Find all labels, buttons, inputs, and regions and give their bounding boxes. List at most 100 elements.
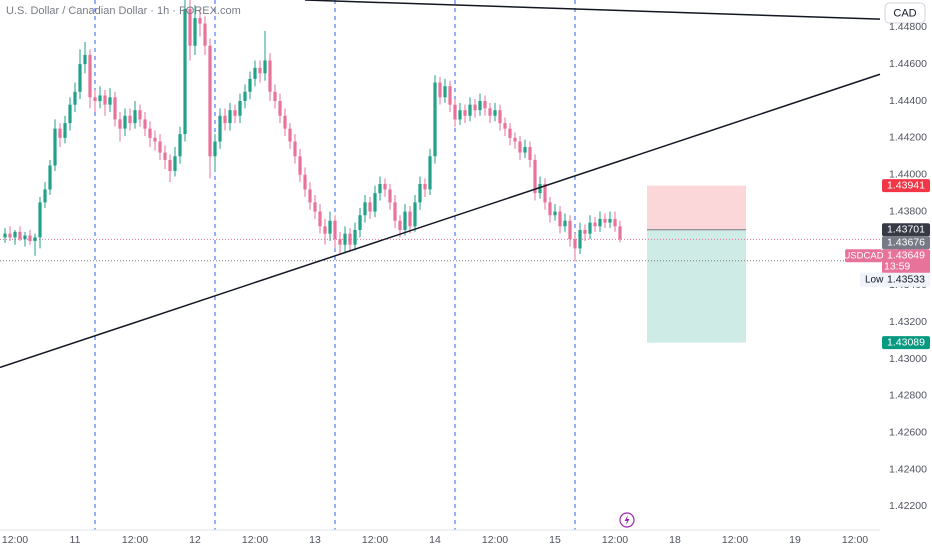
candle-body	[458, 110, 462, 120]
y-tick-label: 1.42400	[889, 463, 927, 475]
currency-button[interactable]	[884, 2, 926, 24]
candle-body	[108, 97, 112, 105]
candle-body	[223, 115, 227, 124]
x-tick-label: 12:00	[602, 534, 628, 546]
candle-body	[63, 123, 67, 138]
stop-zone	[647, 185, 746, 230]
candle-body	[178, 134, 182, 157]
candle-body	[518, 141, 522, 153]
candle-body	[33, 237, 37, 242]
candle-body	[373, 193, 377, 212]
candle-body	[43, 189, 47, 203]
candle-body	[313, 202, 317, 212]
candle-body	[443, 86, 447, 98]
candle-body	[603, 218, 607, 223]
candle-body	[123, 115, 127, 129]
candle-body	[173, 156, 177, 172]
candle-body	[353, 229, 357, 245]
symbol-box	[845, 249, 882, 263]
y-tick-label: 1.44800	[889, 21, 927, 33]
low-value: 1.43533	[887, 274, 925, 286]
candle-body	[493, 110, 497, 116]
candle-body	[93, 97, 97, 101]
x-tick-label: 18	[669, 534, 681, 546]
x-tick-label: 12	[189, 534, 201, 546]
x-tick-label: 12:00	[242, 534, 268, 546]
candle-body	[588, 222, 592, 234]
low-label: Low	[865, 274, 884, 285]
x-tick-label: 12:00	[842, 534, 868, 546]
x-tick-label: 14	[429, 534, 441, 546]
candle-body	[333, 220, 337, 240]
candle-body	[608, 218, 612, 223]
candle-body	[398, 220, 402, 230]
candle-body	[318, 211, 322, 227]
x-tick-label: 12:00	[722, 534, 748, 546]
candle-body	[348, 233, 352, 245]
candle-body	[413, 202, 417, 227]
low-label-box	[860, 272, 930, 287]
target-price: 1.43089	[887, 336, 925, 348]
currency-button-label[interactable]: CAD	[893, 7, 916, 19]
target-zone	[647, 229, 746, 343]
x-tick-label: 12:00	[482, 534, 508, 546]
candle-body	[208, 45, 212, 157]
candle-body	[78, 64, 82, 92]
candle-body	[503, 123, 507, 129]
candle-body	[368, 202, 372, 212]
candle-body	[498, 110, 502, 124]
symbol-label: USDCAD	[843, 250, 883, 261]
current-price: 1.43649	[887, 250, 925, 262]
candle-body	[118, 119, 122, 129]
candle-body	[153, 137, 157, 142]
y-tick-label: 1.43000	[889, 353, 927, 365]
candle-body	[578, 229, 582, 249]
candle-body	[593, 222, 597, 227]
x-tick-label: 12:00	[362, 534, 388, 546]
candle-body	[388, 189, 392, 203]
candle-body	[263, 60, 267, 74]
candle-body	[613, 218, 617, 227]
trend-line	[304, 0, 881, 20]
candle-body	[248, 78, 252, 92]
candle-body	[243, 91, 247, 101]
candle-body	[83, 54, 87, 65]
x-tick-label: 12:00	[122, 534, 148, 546]
price-label: 1.43701	[887, 224, 925, 236]
candle-body	[583, 229, 587, 234]
candle-body	[468, 104, 472, 116]
plot-area	[0, 0, 881, 530]
candle-body	[328, 220, 332, 234]
candle-body	[158, 141, 162, 153]
candle-body	[193, 18, 197, 46]
candle-body	[58, 128, 62, 138]
candle-body	[253, 67, 257, 79]
y-tick-label: 1.44400	[889, 95, 927, 107]
candle-body	[308, 189, 312, 203]
candle-body	[533, 159, 537, 194]
candle-body	[573, 239, 577, 249]
y-tick-label: 1.42600	[889, 426, 927, 438]
candle-body	[453, 104, 457, 120]
candle-body	[418, 183, 422, 203]
y-tick-label: 1.42200	[889, 500, 927, 512]
candle-body	[423, 183, 427, 190]
candle-body	[563, 220, 567, 227]
candle-body	[48, 165, 52, 190]
candle-body	[428, 156, 432, 190]
candle-body	[218, 115, 222, 142]
x-tick-label: 12:00	[2, 534, 28, 546]
candle-body	[363, 202, 367, 216]
candle-body	[543, 183, 547, 203]
x-tick-label: 19	[789, 534, 801, 546]
replay-icon[interactable]	[619, 512, 635, 528]
candle-body	[233, 110, 237, 116]
candle-body	[133, 110, 137, 124]
candle-body	[28, 235, 32, 242]
candle-body	[448, 86, 452, 105]
candle-body	[88, 54, 92, 98]
candle-body	[598, 218, 602, 227]
candle-body	[273, 91, 277, 101]
